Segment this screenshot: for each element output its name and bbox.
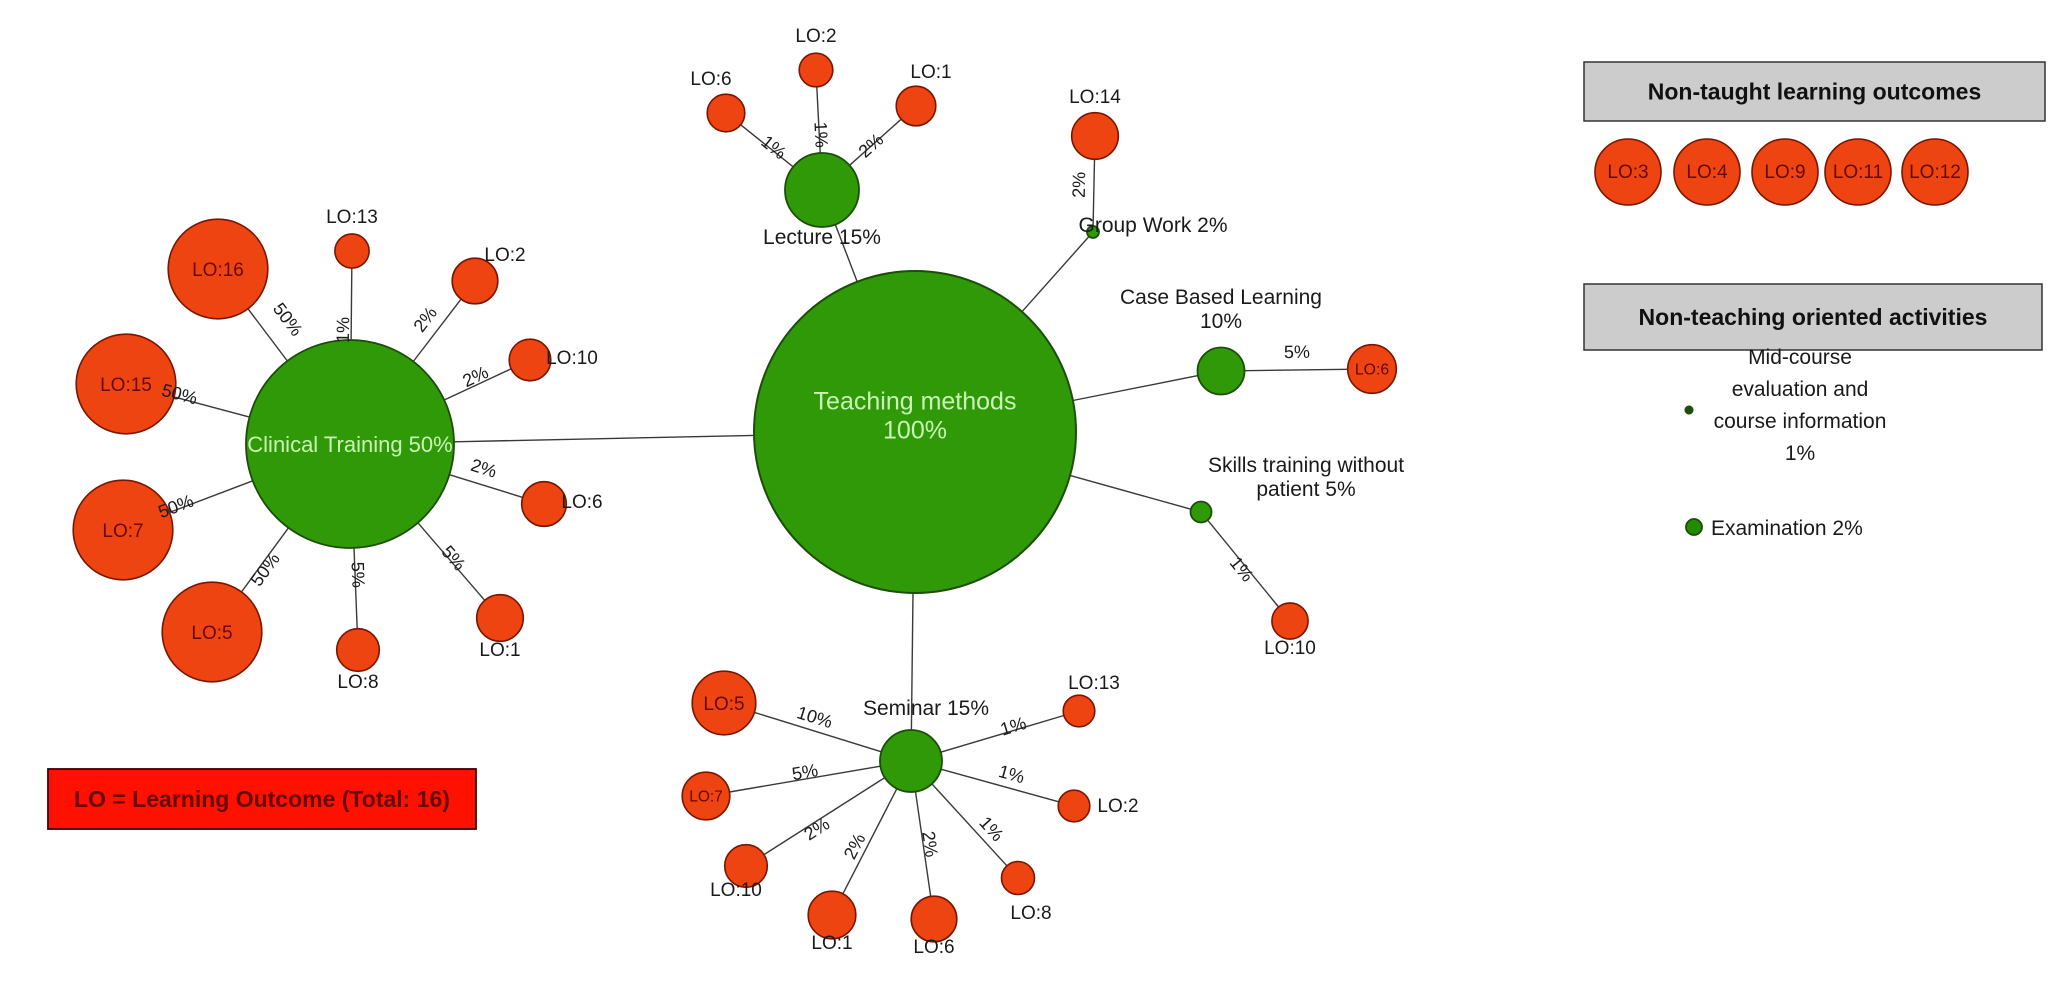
svg-text:LO:7: LO:7	[689, 789, 723, 806]
svg-text:LO:5: LO:5	[191, 623, 232, 644]
svg-text:2%: 2%	[918, 830, 942, 859]
svg-text:patient 5%: patient 5%	[1256, 478, 1355, 501]
svg-text:LO = Learning Outcome (Total:: LO = Learning Outcome (Total: 16)	[74, 786, 450, 812]
svg-text:course information: course information	[1714, 410, 1887, 433]
svg-text:2%: 2%	[1069, 172, 1090, 198]
svg-text:LO:6: LO:6	[561, 492, 602, 513]
svg-text:LO:5: LO:5	[703, 694, 744, 715]
svg-text:LO:15: LO:15	[100, 375, 152, 396]
svg-text:Case Based Learning: Case Based Learning	[1120, 286, 1322, 309]
svg-text:LO:2: LO:2	[795, 26, 836, 47]
svg-text:LO:6: LO:6	[690, 69, 731, 90]
svg-text:LO:7: LO:7	[102, 521, 143, 542]
svg-text:Group Work 2%: Group Work 2%	[1079, 214, 1228, 237]
svg-text:LO:2: LO:2	[484, 245, 525, 266]
svg-text:LO:13: LO:13	[1068, 673, 1120, 694]
svg-text:LO:16: LO:16	[192, 260, 244, 281]
svg-text:LO:8: LO:8	[1010, 903, 1051, 924]
svg-text:LO:10: LO:10	[546, 348, 598, 369]
svg-text:LO:6: LO:6	[913, 937, 954, 958]
svg-text:LO:1: LO:1	[811, 933, 852, 954]
svg-text:LO:1: LO:1	[479, 640, 520, 661]
svg-text:Teaching methods: Teaching methods	[814, 388, 1017, 416]
svg-text:10%: 10%	[1200, 310, 1242, 333]
svg-text:1%: 1%	[1785, 442, 1815, 465]
svg-text:LO:4: LO:4	[1686, 162, 1728, 183]
svg-text:LO:2: LO:2	[1097, 796, 1138, 817]
svg-text:Seminar 15%: Seminar 15%	[863, 697, 989, 720]
svg-text:Non-taught learning outcomes: Non-taught learning outcomes	[1648, 79, 1982, 105]
svg-text:LO:1: LO:1	[910, 62, 951, 83]
svg-text:LO:10: LO:10	[1264, 638, 1316, 659]
svg-text:LO:3: LO:3	[1607, 162, 1648, 183]
svg-text:5%: 5%	[1284, 342, 1310, 362]
svg-text:LO:8: LO:8	[337, 672, 378, 693]
svg-text:Lecture 15%: Lecture 15%	[763, 226, 881, 249]
svg-text:LO:13: LO:13	[326, 207, 378, 228]
svg-text:1%: 1%	[333, 317, 353, 343]
svg-text:5%: 5%	[348, 561, 369, 588]
svg-text:LO:10: LO:10	[710, 880, 762, 901]
svg-text:Non-teaching oriented activiti: Non-teaching oriented activities	[1639, 304, 1988, 330]
svg-text:LO:12: LO:12	[1909, 162, 1961, 183]
svg-text:Examination 2%: Examination 2%	[1711, 517, 1863, 540]
svg-text:LO:9: LO:9	[1764, 162, 1805, 183]
svg-text:1%: 1%	[810, 121, 831, 148]
svg-text:evaluation and: evaluation and	[1732, 378, 1869, 401]
svg-text:100%: 100%	[883, 417, 947, 445]
svg-text:Clinical Training 50%: Clinical Training 50%	[247, 432, 452, 457]
svg-text:LO:14: LO:14	[1069, 87, 1121, 108]
svg-text:LO:6: LO:6	[1355, 362, 1389, 379]
svg-text:LO:11: LO:11	[1833, 162, 1883, 183]
svg-text:Skills training without: Skills training without	[1208, 454, 1404, 477]
svg-text:Mid-course: Mid-course	[1748, 346, 1852, 369]
